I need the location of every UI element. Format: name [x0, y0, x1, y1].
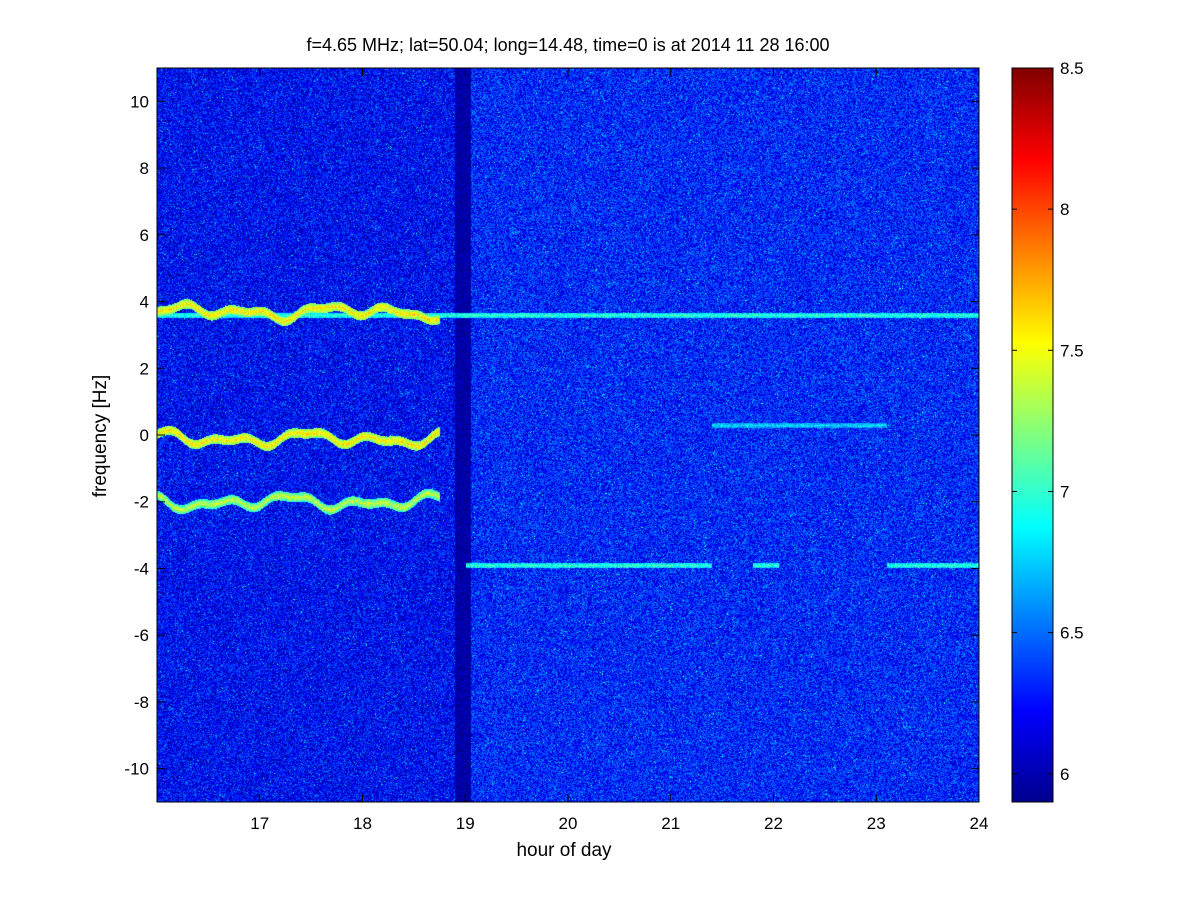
colorbar-tick-label: 6 [1060, 765, 1069, 784]
y-tick-label: 2 [140, 359, 149, 378]
y-tick-label: 10 [130, 92, 149, 111]
colorbar-tick-label: 8 [1060, 200, 1069, 219]
chart-title: f=4.65 MHz; lat=50.04; long=14.48, time=… [306, 35, 829, 55]
colorbar-ticks: 8.5 8 7.5 7 6.5 6 [1012, 59, 1084, 784]
x-tick-label: 24 [970, 814, 989, 833]
x-tick-label: 20 [559, 814, 578, 833]
spectrogram-heatmap [157, 68, 979, 802]
y-tick-label: -10 [124, 760, 149, 779]
colorbar-gradient [1012, 68, 1053, 802]
x-axis-label: hour of day [516, 840, 612, 861]
y-tick-label: -6 [134, 626, 149, 645]
x-axis: 17 18 19 20 21 22 23 24 [250, 68, 988, 833]
y-tick-label: 8 [140, 159, 149, 178]
colorbar-tick-label: 7 [1060, 482, 1069, 501]
colorbar-frame [1011, 67, 1054, 803]
y-axis-label: frequency [Hz] [90, 375, 111, 498]
y-tick-label: -4 [134, 559, 149, 578]
colorbar: 8.5 8 7.5 7 6.5 6 [1011, 59, 1084, 803]
x-tick-label: 22 [764, 814, 783, 833]
colorbar-tick-label: 7.5 [1060, 341, 1084, 360]
y-tick-label: 0 [140, 426, 149, 445]
colorbar-tick-label: 8.5 [1060, 59, 1084, 78]
x-tick-label: 18 [353, 814, 372, 833]
y-tick-label: -8 [134, 693, 149, 712]
y-tick-label: 4 [140, 293, 149, 312]
colorbar-tick-label: 6.5 [1060, 624, 1084, 643]
y-tick-label: 6 [140, 226, 149, 245]
x-tick-label: 19 [456, 814, 475, 833]
x-tick-label: 21 [661, 814, 680, 833]
x-tick-label: 17 [250, 814, 269, 833]
y-tick-label: -2 [134, 493, 149, 512]
x-tick-label: 23 [867, 814, 886, 833]
plot-area [156, 67, 980, 803]
y-axis: 10 8 6 4 2 0 -2 -4 -6 -8 -10 [124, 92, 979, 779]
